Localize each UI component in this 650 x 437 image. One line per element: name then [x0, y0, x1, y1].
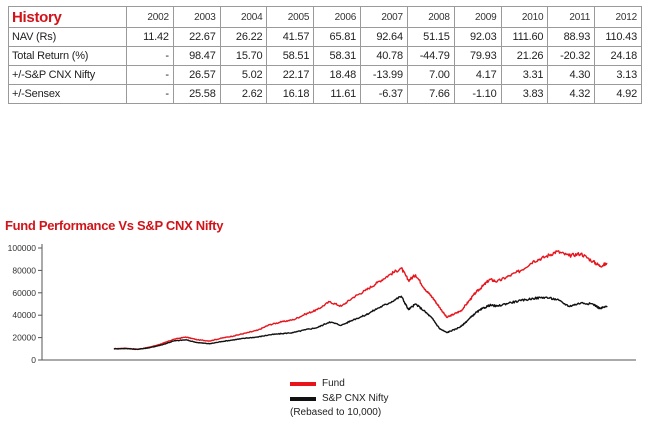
y-tick-label: 0	[31, 355, 36, 365]
y-tick-label: 40000	[12, 310, 36, 320]
chart-title: Fund Performance Vs S&P CNX Nifty	[5, 218, 224, 233]
table-cell: 18.48	[313, 65, 362, 85]
table-cell: -	[126, 84, 174, 104]
table-cell: 7.66	[406, 84, 455, 104]
table-cell: 3.13	[594, 65, 642, 85]
table-cell: 24.18	[594, 46, 642, 66]
table-row: +/-S&P CNX Nifty -26.57 5.02 22.17 18.48 -13.…	[8, 65, 642, 85]
history-table: History 2002 2003 2004 2005 2006 2007 20…	[8, 6, 642, 104]
y-tick-label: 60000	[12, 288, 36, 298]
chart-legend: Fund S&P CNX Nifty (Rebased to 10,000)	[290, 376, 389, 418]
table-cell: 25.58	[172, 84, 221, 104]
legend-note: (Rebased to 10,000)	[290, 407, 382, 418]
table-cell: -13.99	[360, 65, 408, 85]
y-tick-label: 80000	[12, 265, 36, 275]
series-line-fund	[113, 250, 608, 350]
table-cell: -1.10	[453, 84, 502, 104]
legend-swatch-fund	[290, 381, 316, 386]
table-cell: 58.51	[266, 46, 315, 66]
table-cell: 4.92	[594, 84, 642, 104]
table-cell: 4.17	[453, 65, 502, 85]
legend-item-fund: Fund	[290, 376, 389, 391]
legend-label-nifty: S&P CNX Nifty	[322, 393, 389, 404]
row-label: +/-Sensex	[8, 84, 127, 104]
table-cell: -6.37	[360, 84, 408, 104]
table-row: +/-Sensex -25.58 2.62 16.18 11.61 -6.37 7.66 -1…	[8, 84, 642, 104]
table-cell: 92.03	[453, 27, 502, 47]
legend-label-fund: Fund	[322, 378, 345, 389]
legend-item-nifty: S&P CNX Nifty	[290, 391, 389, 406]
table-cell: 22.67	[172, 27, 221, 47]
legend-swatch-nifty	[290, 396, 316, 401]
y-tick-label: 20000	[12, 333, 36, 343]
y-tick-label: 100000	[8, 243, 37, 253]
table-cell: 11.61	[313, 84, 362, 104]
table-cell: 4.32	[547, 84, 596, 104]
series-line-nifty	[113, 295, 608, 351]
table-cell: 3.31	[500, 65, 549, 85]
